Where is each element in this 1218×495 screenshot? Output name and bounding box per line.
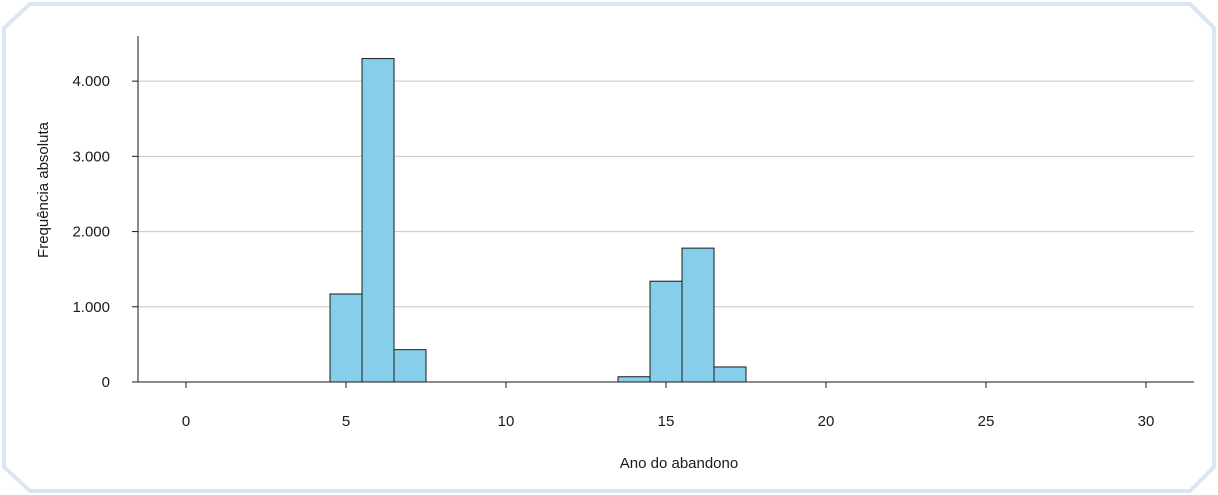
x-axis-ticks: 0 5 10 15 20 25 30 [182,382,1155,430]
y-tick-label-3: 3.000 [72,148,110,165]
grid-lines [138,80,1194,308]
y-tick-label-2: 2.000 [72,224,110,241]
x-tick-label-5: 5 [342,413,350,430]
histogram-bar-15 [649,280,683,383]
x-tick-label-10: 10 [498,413,515,430]
histogram-bar-5 [329,293,363,383]
histogram-bar-7 [393,349,427,383]
x-tick-label-25: 25 [978,413,995,430]
y-axis-ticks: 0 1.000 2.000 3.000 4.000 [72,73,138,391]
x-tick-label-30: 30 [1138,413,1155,430]
x-axis-title: Ano do abandono [620,455,738,472]
bars [329,58,747,383]
histogram-bar-6 [361,58,395,383]
histogram-bar-14 [617,376,651,383]
histogram-bar-17 [713,366,747,383]
y-tick-label-1: 1.000 [72,299,110,316]
histogram-bar-16 [681,247,715,383]
x-tick-label-15: 15 [658,413,675,430]
y-tick-label-4: 4.000 [72,73,110,90]
y-axis-title: Frequência absoluta [35,121,52,258]
x-tick-label-20: 20 [818,413,835,430]
x-tick-label-0: 0 [182,413,190,430]
y-tick-label-0: 0 [102,374,110,391]
